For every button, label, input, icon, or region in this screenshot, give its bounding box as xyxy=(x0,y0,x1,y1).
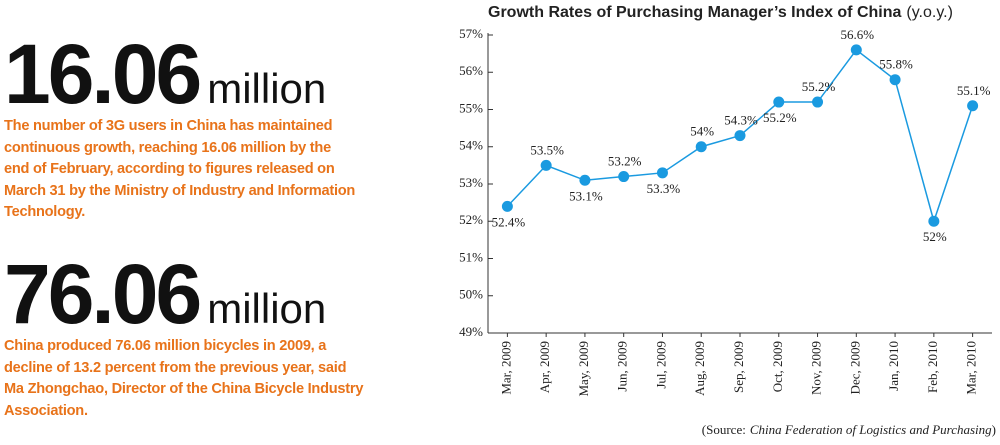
value-label: 56.6% xyxy=(841,27,875,42)
source: (Source: China Federation of Logistics an… xyxy=(702,422,996,437)
value-label: 53.3% xyxy=(647,181,681,196)
y-tick-label: 49% xyxy=(459,324,483,339)
point xyxy=(773,96,785,108)
value-label: 53.2% xyxy=(608,154,642,169)
y-tick-label: 56% xyxy=(459,63,483,78)
point xyxy=(540,159,552,171)
value-label: 55.1% xyxy=(957,83,991,98)
stat-text: China produced 76.06 million bicycles in… xyxy=(4,336,434,422)
stat-block: 76.06 million China produced 76.06 millio… xyxy=(4,252,434,422)
y-tick-label: 52% xyxy=(459,212,483,227)
y-tick-label: 54% xyxy=(459,138,483,153)
point xyxy=(695,141,707,153)
point xyxy=(656,167,668,179)
point xyxy=(850,44,862,56)
point xyxy=(618,171,630,183)
x-tick-label: May, 2009 xyxy=(576,341,591,397)
point xyxy=(889,74,901,86)
stat-block: 16.06 million The number of 3G users in C… xyxy=(4,32,434,224)
stat-number: 76.06 xyxy=(4,247,202,341)
stat-text: The number of 3G users in China has main… xyxy=(4,116,434,224)
stat-unit: million xyxy=(207,65,327,112)
value-label: 54.3% xyxy=(724,113,758,128)
x-tick-label: Mar, 2010 xyxy=(964,341,979,395)
value-label: 52% xyxy=(923,229,947,244)
point xyxy=(812,96,824,108)
y-tick-label: 55% xyxy=(459,100,483,115)
source-name: China Federation of Logistics and Purcha… xyxy=(750,422,992,437)
text-line: Ma Zhongchao, Director of the China Bicy… xyxy=(4,381,364,397)
point xyxy=(501,200,513,212)
y-tick-label: 50% xyxy=(459,287,483,302)
x-tick-label: Aug, 2009 xyxy=(692,341,707,396)
value-label: 53.1% xyxy=(569,188,603,203)
point xyxy=(967,100,979,112)
x-tick-label: Apr, 2009 xyxy=(537,341,552,393)
x-tick-label: Jan, 2010 xyxy=(886,341,901,391)
text-line: Technology. xyxy=(4,204,86,220)
point xyxy=(734,130,746,142)
source-close: ) xyxy=(992,422,996,437)
text-line: Association. xyxy=(4,402,88,419)
source-label: (Source: xyxy=(702,422,746,437)
value-label: 52.4% xyxy=(492,214,526,229)
chart-title: Growth Rates of Purchasing Manager’s Ind… xyxy=(488,4,953,21)
x-tick-label: Feb, 2010 xyxy=(925,341,940,393)
value-label: 54% xyxy=(690,124,714,139)
stat-unit: million xyxy=(207,285,327,332)
x-tick-label: Jun, 2009 xyxy=(615,341,630,392)
stat-headline: 16.06 million xyxy=(4,32,434,116)
y-tick-label: 51% xyxy=(459,249,483,264)
x-tick-label: Nov, 2009 xyxy=(809,341,824,395)
subtitle: (y.o.y.) xyxy=(906,4,953,21)
x-tick-label: Dec, 2009 xyxy=(847,341,862,394)
point xyxy=(579,174,591,186)
value-label: 53.5% xyxy=(530,142,564,157)
x-tick-label: Jul, 2009 xyxy=(653,341,668,389)
y-tick-label: 53% xyxy=(459,175,483,190)
text-line: continuous growth, reaching 16.06 millio… xyxy=(4,139,331,156)
value-label: 55.2% xyxy=(763,110,797,125)
value-label: 55.2% xyxy=(802,79,836,94)
x-tick-label: Oct, 2009 xyxy=(770,341,785,392)
point xyxy=(928,215,940,227)
text-line: end of February, according to figures re… xyxy=(4,161,335,177)
x-tick-label: Sep, 2009 xyxy=(731,341,746,393)
y-tick-label: 57% xyxy=(459,26,483,41)
title: Growth Rates of Purchasing Manager’s Ind… xyxy=(488,4,902,21)
value-label: 55.8% xyxy=(879,57,913,72)
text-line: decline of 13.2 percent from the previou… xyxy=(4,359,347,376)
x-tick-label: Mar, 2009 xyxy=(498,341,513,395)
stat-number: 16.06 xyxy=(4,27,202,121)
text-line: China produced 76.06 million bicycles in… xyxy=(4,338,327,354)
text-line: March 31 by the Ministry of Industry and… xyxy=(4,182,356,199)
text-line: The number of 3G users in China has main… xyxy=(4,118,333,134)
stat-headline: 76.06 million xyxy=(4,252,434,336)
